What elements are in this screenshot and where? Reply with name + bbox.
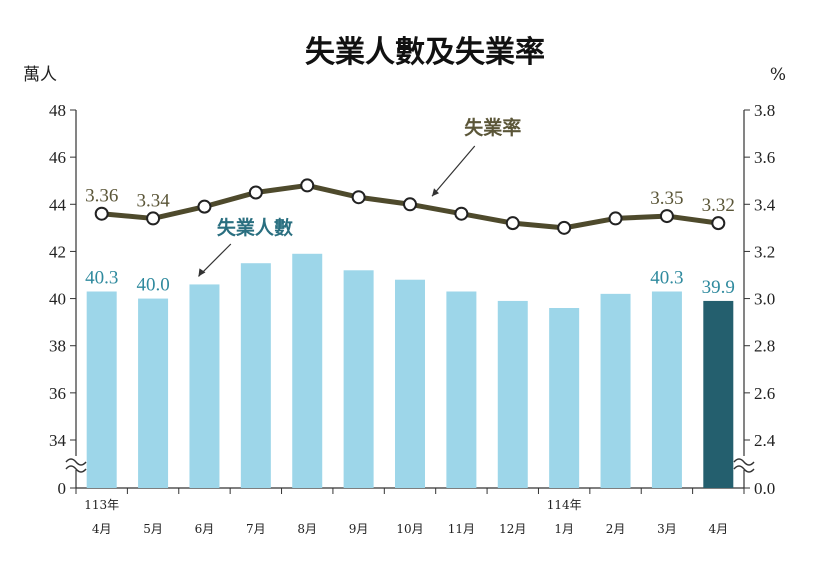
- left-tick-label: 0: [58, 479, 67, 498]
- bar-失業人數: [703, 300, 734, 488]
- left-tick-label: 48: [49, 101, 66, 120]
- right-tick-label: 3.2: [754, 242, 775, 261]
- bar-失業人數: [549, 308, 580, 488]
- left-axis-break-icon: [65, 458, 87, 466]
- right-tick-label: 3.8: [754, 101, 775, 120]
- right-tick-label: 2.4: [754, 431, 776, 450]
- bar-data-label: 40.3: [85, 268, 118, 289]
- bar-失業人數: [395, 279, 425, 488]
- bar-data-label: 39.9: [702, 277, 735, 298]
- left-tick-label: 38: [49, 337, 66, 356]
- bar-失業人數: [497, 300, 528, 488]
- left-tick-label: 46: [49, 148, 66, 167]
- x-category-label: 10月: [396, 522, 423, 536]
- x-category-label: 4月: [92, 522, 112, 536]
- left-axis-break-icon: [65, 465, 87, 473]
- line-point: [454, 206, 469, 221]
- bar-失業人數: [138, 298, 169, 488]
- line-data-label: 3.32: [702, 195, 735, 216]
- bar-失業人數: [189, 284, 220, 488]
- annotation-rate-arrow: [431, 145, 476, 197]
- right-tick-label: 2.6: [754, 384, 775, 403]
- x-category-label: 3月: [657, 522, 677, 536]
- line-point: [248, 185, 263, 200]
- right-tick-label: 3.4: [754, 195, 776, 214]
- line-point: [351, 190, 366, 205]
- bar-失業人數: [86, 291, 117, 488]
- chart-title: 失業人數及失業率: [305, 35, 545, 70]
- annotation-unemployed: 失業人數: [217, 216, 293, 239]
- annotation-unemployed-arrow: [198, 243, 232, 277]
- line-point: [300, 178, 315, 193]
- bar-失業人數: [651, 291, 682, 488]
- right-tick-label: 0.0: [754, 479, 775, 498]
- left-axis-unit: 萬人: [23, 65, 57, 85]
- bar-失業人數: [600, 293, 631, 488]
- right-tick-label: 2.8: [754, 337, 775, 356]
- line-point: [659, 209, 674, 224]
- x-category-label: 4月: [708, 522, 728, 536]
- line-data-label: 3.34: [136, 190, 170, 211]
- bar-data-label: 40.3: [650, 268, 683, 289]
- line-point: [94, 206, 109, 221]
- plot-area: 0 34 36 38 40 42 44 46 48 0.0 2.4 2.6 2.8 3.0 3.2 3.4 3.…: [49, 101, 776, 536]
- annotation-rate: 失業率: [464, 116, 521, 139]
- line-point: [608, 211, 623, 226]
- left-tick-label: 36: [49, 384, 66, 403]
- right-axis-unit: %: [770, 65, 786, 85]
- x-category-label: 8月: [297, 522, 317, 536]
- x-category-label: 2月: [606, 522, 626, 536]
- bar-失業人數: [292, 253, 323, 488]
- x-year-label: 113年: [84, 498, 119, 512]
- line-point: [197, 199, 212, 214]
- right-axis-break-icon: [733, 458, 755, 466]
- left-tick-label: 34: [49, 431, 67, 450]
- x-category-label: 11月: [448, 522, 475, 536]
- line-data-label: 3.35: [650, 188, 683, 209]
- left-tick-label: 42: [49, 242, 66, 261]
- bar-失業人數: [446, 291, 477, 488]
- x-category-label: 9月: [349, 522, 369, 536]
- left-tick-label: 44: [49, 195, 67, 214]
- right-tick-label: 3.6: [754, 148, 775, 167]
- bar-失業人數: [343, 270, 374, 488]
- bar-失業人數: [240, 263, 271, 488]
- x-category-label: 6月: [195, 522, 215, 536]
- line-point: [403, 197, 417, 212]
- right-axis-break-icon: [733, 465, 755, 473]
- left-tick-label: 40: [49, 290, 66, 309]
- line-point: [711, 216, 726, 231]
- line-point: [146, 211, 161, 226]
- x-category-label: 1月: [554, 522, 574, 536]
- annotation-unemployed-arrowhead-icon: [198, 268, 206, 277]
- x-category-label: 7月: [246, 522, 266, 536]
- line-point: [557, 220, 572, 235]
- x-category-label: 5月: [143, 522, 163, 536]
- annotation-rate-arrowhead-icon: [432, 188, 439, 197]
- x-category-label: 12月: [499, 522, 526, 536]
- line-point: [505, 216, 520, 231]
- right-tick-label: 3.0: [754, 290, 775, 309]
- x-year-label: 114年: [547, 498, 582, 512]
- bar-data-label: 40.0: [136, 275, 169, 296]
- line-data-label: 3.36: [85, 186, 118, 207]
